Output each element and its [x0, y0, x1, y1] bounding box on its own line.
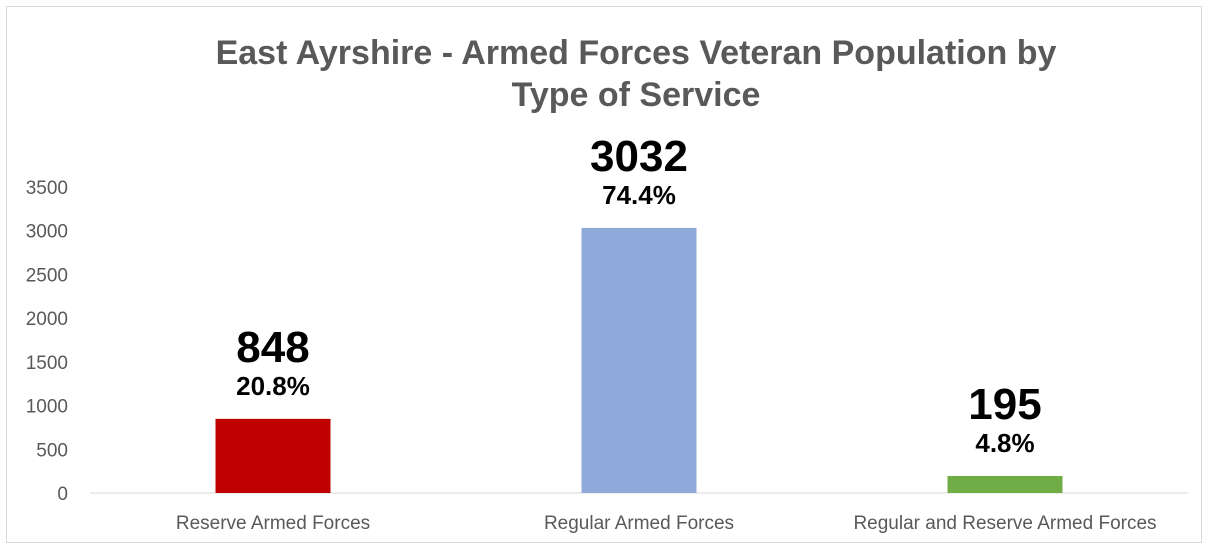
percent-label: 4.8%	[975, 428, 1034, 458]
percent-label: 20.8%	[236, 371, 310, 401]
x-axis: Reserve Armed Forces Regular Armed Forces…	[176, 513, 1157, 534]
value-label: 195	[968, 380, 1041, 429]
percent-label: 74.4%	[602, 180, 676, 210]
y-tick-label: 3500	[26, 178, 68, 199]
x-tick-label: Regular and Reserve Armed Forces	[853, 513, 1156, 534]
chart-title-line1: East Ayrshire - Armed Forces Veteran Pop…	[215, 34, 1057, 72]
bar	[581, 227, 697, 493]
y-tick-label: 2500	[26, 265, 68, 286]
bar	[215, 418, 331, 493]
value-label: 848	[236, 323, 309, 372]
chart-title: East Ayrshire - Armed Forces Veteran Pop…	[0, 32, 1210, 116]
value-label: 3032	[590, 132, 688, 181]
bar	[947, 475, 1063, 493]
y-tick-label: 1500	[26, 353, 68, 374]
y-tick-label: 0	[57, 484, 68, 505]
y-axis: 0 500 1000 1500 2000 2500 3000 3500	[26, 178, 68, 505]
y-tick-label: 500	[36, 440, 68, 461]
y-tick-label: 3000	[26, 222, 68, 243]
x-tick-label: Regular Armed Forces	[544, 513, 734, 534]
bars	[215, 227, 1063, 493]
data-labels: 20.8%848 74.4%3032 4.8%195	[236, 132, 1042, 458]
chart-title-line2: Type of Service	[511, 76, 761, 114]
y-tick-label: 2000	[26, 309, 68, 330]
x-tick-label: Reserve Armed Forces	[176, 513, 370, 534]
y-tick-label: 1000	[26, 397, 68, 418]
